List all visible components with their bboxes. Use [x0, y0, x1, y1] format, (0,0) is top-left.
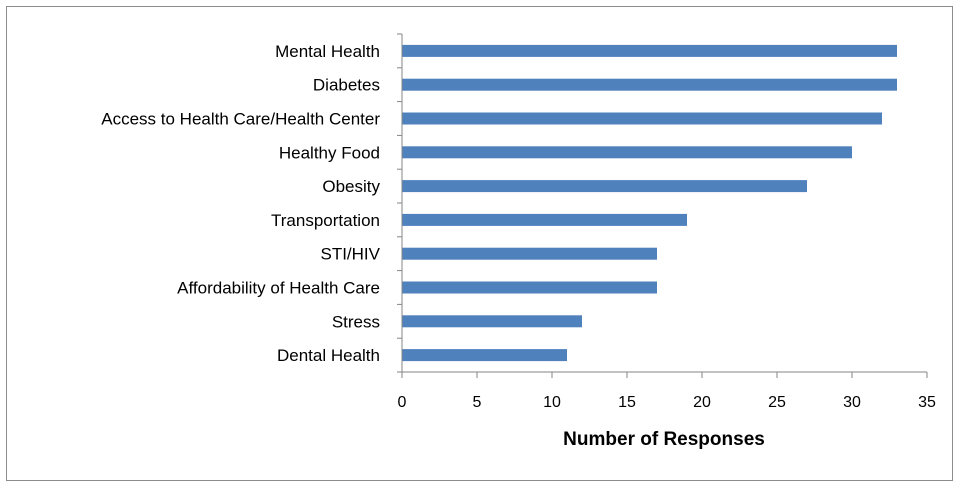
category-label-4: Obesity — [322, 177, 380, 196]
x-tick-label-0: 0 — [398, 394, 407, 411]
category-label-8: Stress — [332, 312, 380, 331]
bar-3 — [402, 146, 852, 159]
x-tick-label-7: 35 — [918, 394, 936, 411]
category-label-2: Access to Health Care/Health Center — [101, 110, 380, 129]
axes-group — [397, 33, 928, 378]
x-tick-label-5: 25 — [768, 394, 786, 411]
category-label-9: Dental Health — [277, 346, 380, 365]
bar-4 — [402, 180, 807, 193]
tick-labels: 0 5 10 15 20 25 30 35 — [398, 394, 936, 411]
x-tick-label-3: 15 — [618, 394, 636, 411]
x-tick-label-4: 20 — [693, 394, 711, 411]
category-label-1: Diabetes — [313, 76, 380, 95]
category-label-6: STI/HIV — [320, 245, 380, 264]
category-label-7: Affordability of Health Care — [177, 279, 380, 298]
bar-5 — [402, 213, 687, 226]
bar-2 — [402, 112, 882, 125]
x-tick-label-1: 5 — [473, 394, 482, 411]
bar-1 — [402, 78, 897, 91]
bar-6 — [402, 247, 657, 260]
x-tick-label-6: 30 — [843, 394, 861, 411]
category-labels: Mental Health Diabetes Access to Health Ca… — [101, 42, 380, 365]
bar-7 — [402, 281, 657, 294]
bar-0 — [402, 44, 897, 57]
x-tick-label-2: 10 — [543, 394, 561, 411]
category-label-3: Healthy Food — [279, 143, 380, 162]
bar-8 — [402, 315, 582, 328]
category-label-0: Mental Health — [275, 42, 380, 61]
bar-9 — [402, 349, 567, 362]
bars-group — [402, 44, 897, 362]
category-label-5: Transportation — [271, 211, 380, 230]
x-axis-title: Number of Responses — [563, 429, 765, 450]
